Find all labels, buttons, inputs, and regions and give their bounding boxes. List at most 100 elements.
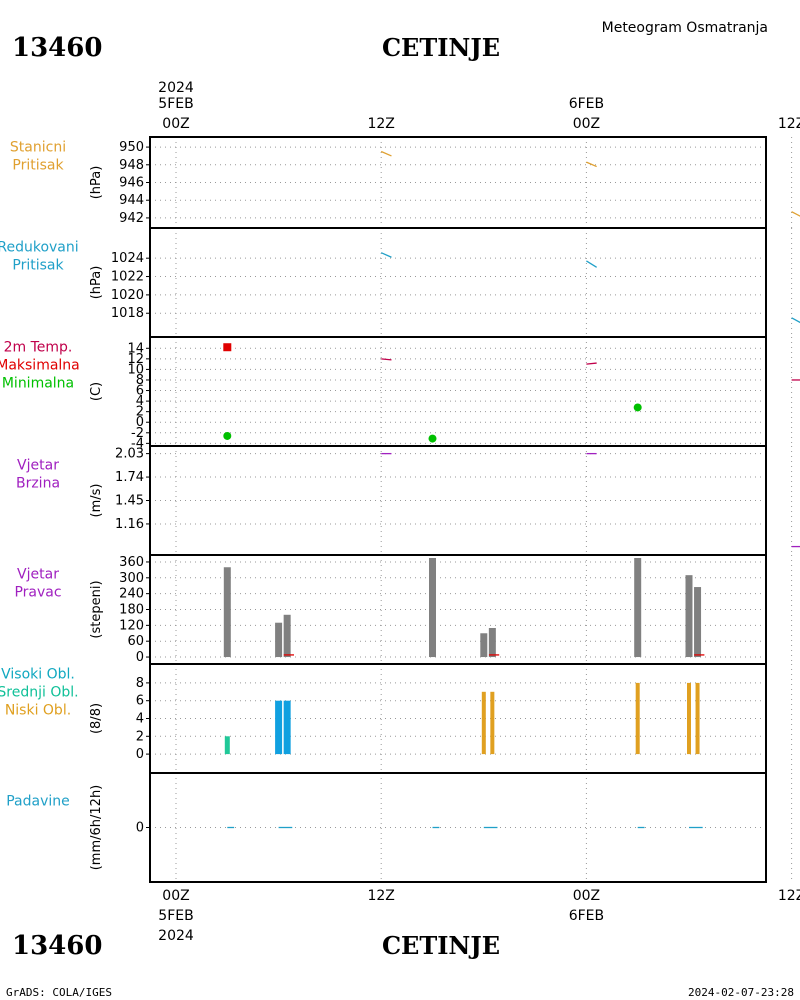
bottom-hour-label: 00Z <box>162 888 189 904</box>
top-time-axis: 5FEB6FEB7FEB00Z12Z00Z12Z00Z12Z <box>158 96 800 132</box>
y-tick-label: 4 <box>136 394 144 409</box>
y-tick-label: 360 <box>119 555 144 570</box>
y-axis-label: (hPa) <box>89 166 104 200</box>
series-segment <box>586 161 597 168</box>
y-tick-label: 948 <box>119 158 144 173</box>
bar <box>283 614 291 658</box>
y-tick-label: 10 <box>127 362 144 377</box>
bar <box>687 682 691 755</box>
top-hour-label: 00Z <box>162 116 189 132</box>
panel-label: 2m Temp. <box>4 340 73 356</box>
top-hour-label: 12Z <box>778 116 800 132</box>
y-tick-label: 942 <box>119 211 144 226</box>
series-segment <box>586 260 598 268</box>
max-temp-point <box>223 343 232 352</box>
bar <box>224 736 230 755</box>
y-tick-label: 950 <box>119 140 144 155</box>
series-segment <box>380 150 392 157</box>
panel-frame <box>149 663 767 774</box>
bar <box>694 587 702 658</box>
panel-redukovani: 1024 1022 1020 1018 (hPa) Redukovani Pritisak <box>0 227 800 338</box>
y-tick-label: 1024 <box>111 251 144 266</box>
top-date-label: 5FEB <box>158 96 193 112</box>
panel-vjetar_brzina: 2.03 1.74 1.45 1.16 (m/s) Vjetar Brzina <box>16 445 800 556</box>
station-id-bottom: 13460 <box>12 931 102 961</box>
y-tick-label: 12 <box>127 352 144 367</box>
y-tick-label: 1022 <box>111 270 144 285</box>
y-tick-label: -2 <box>131 426 144 441</box>
y-tick-label: 2 <box>136 729 144 744</box>
y-axis-label: (mm/6h/12h) <box>89 785 104 871</box>
panel-label: Vjetar <box>17 567 59 583</box>
y-tick-label: -4 <box>131 436 144 451</box>
bar <box>283 700 291 755</box>
panel-label: Stanicni <box>10 140 66 156</box>
y-tick-label: 1018 <box>111 306 144 321</box>
bar <box>685 575 693 658</box>
y-axis-label: (stepeni) <box>89 580 104 638</box>
y-tick-label: 60 <box>127 634 144 649</box>
y-tick-label: 2 <box>136 405 144 420</box>
y-tick-label: 4 <box>136 712 144 727</box>
station-name-bottom: CETINJE <box>382 931 500 960</box>
min-temp-point <box>633 403 642 412</box>
panel-label: Vjetar <box>17 458 59 474</box>
bar <box>695 682 700 755</box>
y-tick-label: 2.03 <box>115 447 144 462</box>
panel-label: Maksimalna <box>0 358 80 374</box>
series-segment <box>380 252 392 258</box>
min-temp-point <box>223 431 232 440</box>
top-year: 2024 <box>158 80 194 96</box>
y-tick-label: 240 <box>119 587 144 602</box>
bar <box>429 558 436 658</box>
bar <box>480 633 488 658</box>
bottom-year: 2024 <box>158 928 194 944</box>
y-tick-label: 1.74 <box>115 470 144 485</box>
panel-label: Redukovani <box>0 240 79 256</box>
y-tick-label: 8 <box>136 373 144 388</box>
y-axis-label: (m/s) <box>89 484 104 518</box>
y-tick-label: 6 <box>136 694 144 709</box>
panel-stanicni: 950 948 946 944 942 (hPa) Stanicni Pritisak <box>10 136 800 229</box>
panel-label: Srednji Obl. <box>0 685 79 701</box>
min-temp-point <box>428 434 437 443</box>
panel-frame <box>149 772 767 883</box>
product-title: Meteogram Osmatranja <box>602 20 768 36</box>
y-axis-label: (C) <box>89 382 104 401</box>
station-id-top: 13460 <box>12 33 102 63</box>
bar <box>488 627 496 658</box>
panel-frame <box>149 136 767 229</box>
y-tick-label: 6 <box>136 384 144 399</box>
y-tick-label: 946 <box>119 176 144 191</box>
bottom-hour-label: 12Z <box>778 888 800 904</box>
y-tick-label: 300 <box>119 571 144 586</box>
bar <box>275 700 283 755</box>
y-tick-label: 120 <box>119 618 144 633</box>
panel-label: Padavine <box>6 794 70 810</box>
panel-label: Pritisak <box>12 158 64 174</box>
top-hour-label: 12Z <box>367 116 394 132</box>
y-axis-label: (hPa) <box>89 266 104 300</box>
bar <box>490 691 495 755</box>
panel-padavine: 0 (mm/6h/12h) Padavine <box>6 772 793 883</box>
y-tick-label: 14 <box>127 341 144 356</box>
bar <box>481 691 486 755</box>
bar <box>635 682 640 755</box>
series-segment <box>791 211 800 217</box>
bottom-date-label: 6FEB <box>569 908 604 924</box>
bar <box>275 622 283 658</box>
y-tick-label: 944 <box>119 193 144 208</box>
credit: GrADS: COLA/IGES <box>6 986 112 999</box>
y-axis-label: (8/8) <box>89 703 104 734</box>
panel-frame <box>149 554 767 665</box>
panel-label: Visoki Obl. <box>1 667 75 683</box>
panel-oblaci: 8 6 4 2 0 (8/8) Visoki Obl. Srednji Obl. Niski O… <box>0 663 793 774</box>
panel-frame <box>149 336 767 447</box>
bar <box>223 567 231 658</box>
top-date-label: 6FEB <box>569 96 604 112</box>
temp-segment <box>586 362 597 365</box>
bottom-hour-label: 12Z <box>367 888 394 904</box>
